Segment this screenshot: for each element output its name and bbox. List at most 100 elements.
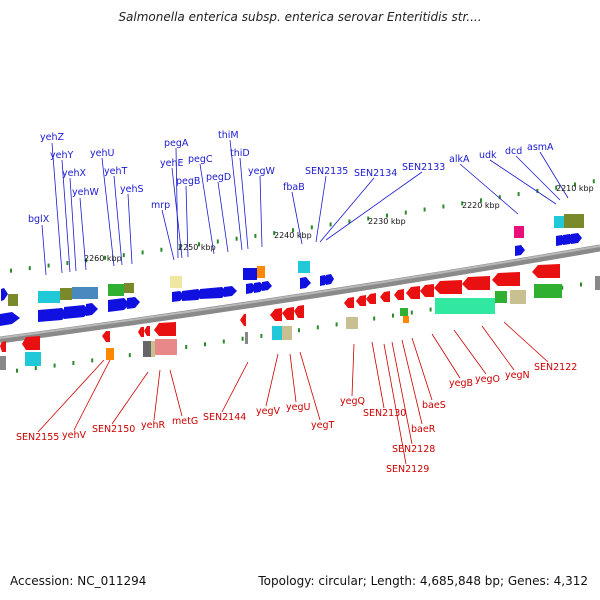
tick-mark	[273, 231, 276, 236]
tick-mark	[241, 336, 244, 341]
gene-label: yegO	[475, 374, 500, 385]
gene-label: udk	[479, 150, 497, 161]
tick-mark	[423, 207, 426, 212]
gene-label: dcd	[505, 146, 522, 157]
tick-mark	[592, 179, 595, 184]
gene-label: metG	[172, 416, 198, 427]
tick-mark	[555, 185, 558, 190]
tick-mark	[404, 210, 407, 215]
tick-mark	[348, 219, 351, 224]
gene-label: pegB	[176, 176, 200, 187]
gene-label: yegN	[505, 370, 530, 381]
tick-mark	[85, 258, 88, 263]
genome-backbone	[0, 244, 600, 344]
tick-mark	[91, 358, 94, 363]
position-label: 2250 kbp	[178, 243, 216, 252]
gene-label: yegW	[248, 166, 275, 177]
feature-blocks	[0, 214, 600, 370]
tick-mark	[260, 333, 263, 338]
tick-mark	[72, 360, 75, 365]
gene-label: mrp	[151, 200, 170, 211]
tick-mark	[198, 242, 200, 247]
tick-mark	[574, 182, 576, 187]
tick-mark	[461, 201, 464, 206]
tick-mark	[316, 325, 319, 330]
gene-label: yegQ	[340, 396, 365, 407]
gene-label: SEN2155	[16, 432, 59, 443]
tick-mark	[141, 250, 144, 255]
gene-label: SEN2128	[392, 444, 435, 455]
tick-mark	[373, 316, 376, 321]
tick-mark	[53, 363, 56, 368]
gene-label: yehW	[72, 187, 99, 198]
gene-label: SEN2134	[354, 168, 397, 179]
tick-mark	[28, 266, 31, 271]
tick-mark	[386, 213, 388, 218]
tick-mark	[429, 307, 432, 312]
position-labels: 2210 kbp 2220 kbp 2230 kbp 2240 kbp 2250…	[84, 184, 594, 263]
forward-strand-genes	[0, 233, 582, 326]
gene-label: SEN2122	[534, 362, 577, 373]
gene-label: yehS	[120, 184, 144, 195]
tick-mark	[185, 345, 188, 350]
gene-label: pegA	[164, 138, 189, 149]
tick-mark	[216, 239, 219, 244]
position-label: 2230 kbp	[368, 217, 406, 226]
tick-mark	[222, 339, 225, 344]
tick-mark	[517, 192, 520, 197]
gene-label: thiM	[218, 130, 239, 141]
tick-mark	[335, 322, 338, 327]
gene-label: SEN2133	[402, 162, 445, 173]
tick-mark	[367, 216, 370, 221]
gene-label: fbaB	[283, 182, 305, 193]
tick-mark	[235, 236, 238, 241]
tick-mark	[329, 222, 332, 227]
gene-label: pegD	[206, 172, 231, 183]
tick-mark	[498, 195, 501, 200]
tick-mark	[34, 366, 37, 371]
gene-label: yegB	[449, 378, 473, 389]
reverse-label-connectors	[37, 321, 549, 465]
tick-mark	[16, 368, 18, 373]
tick-mark	[536, 188, 539, 193]
gene-label: SEN2135	[305, 166, 348, 177]
tick-mark	[47, 263, 50, 268]
gene-label: asmA	[527, 142, 554, 153]
tick-mark	[292, 228, 294, 233]
gene-label: yehU	[90, 148, 114, 159]
tick-mark	[561, 285, 564, 290]
reverse-strand-genes	[0, 264, 560, 352]
gene-label: yehT	[104, 166, 127, 177]
gene-label: SEN2129	[386, 464, 429, 475]
tick-mark	[204, 342, 206, 347]
gene-label: thiD	[230, 148, 250, 159]
gene-label: yegU	[286, 402, 310, 413]
gene-label: pegC	[188, 154, 213, 165]
tick-mark	[128, 353, 131, 358]
position-label: 2240 kbp	[274, 231, 312, 240]
gene-label: baeS	[422, 400, 446, 411]
map-title: Salmonella enterica subsp. enterica sero…	[118, 10, 482, 24]
position-label: 2220 kbp	[462, 201, 500, 210]
tick-mark	[104, 255, 106, 260]
gene-label: yegT	[311, 420, 334, 431]
tick-mark	[310, 225, 313, 230]
tick-mark	[580, 282, 582, 287]
gene-label: SEN2144	[203, 412, 246, 423]
position-label: 2260 kbp	[84, 254, 122, 263]
gene-label: SEN2130	[363, 408, 406, 419]
tick-mark	[179, 245, 182, 250]
accession-text: Accession: NC_011294	[10, 574, 147, 588]
gene-label: alkA	[449, 154, 470, 165]
tick-mark	[66, 260, 69, 265]
position-label: 2210 kbp	[556, 184, 594, 193]
gene-label: bglX	[28, 214, 50, 225]
gene-label: yegV	[256, 406, 280, 417]
gene-label: yehZ	[40, 132, 64, 143]
gene-label: yehR	[141, 420, 165, 431]
gene-label: yehX	[62, 168, 86, 179]
tick-mark	[410, 310, 413, 315]
forward-gene-labels: bglX yehZ yehY yehX yehW yehU yehT yehS …	[28, 130, 554, 225]
tick-mark	[122, 253, 125, 258]
